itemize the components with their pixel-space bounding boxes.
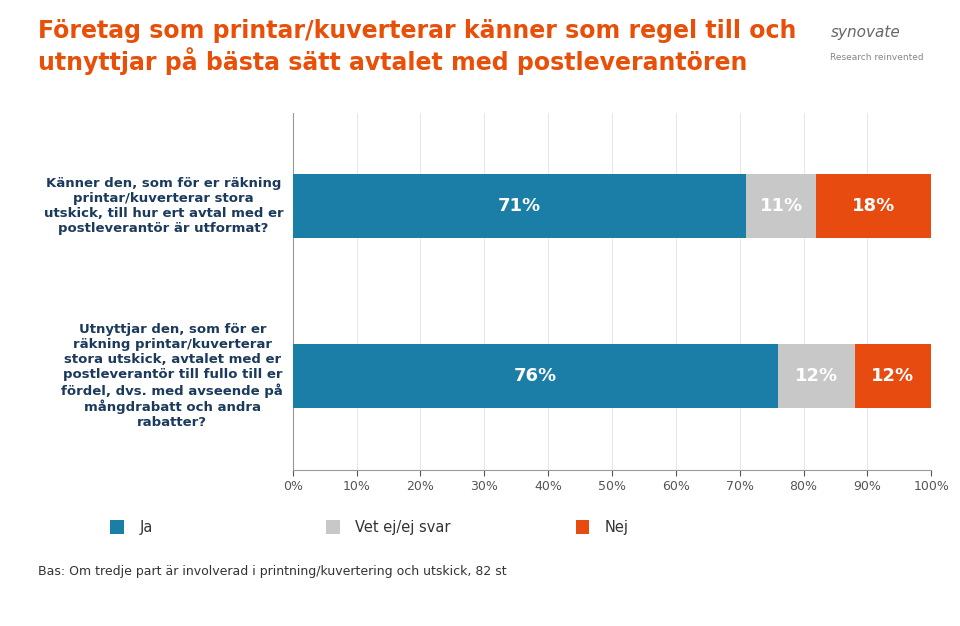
Text: Vet ej/ej svar: Vet ej/ej svar bbox=[355, 520, 450, 535]
Text: 12%: 12% bbox=[872, 367, 915, 385]
Bar bbox=[778, 344, 854, 408]
Bar bbox=[854, 344, 931, 408]
Text: Bas: Om tredje part är involverad i printning/kuvertering och utskick, 82 st: Bas: Om tredje part är involverad i prin… bbox=[38, 565, 507, 578]
Text: © Synovate 2008: © Synovate 2008 bbox=[19, 606, 111, 616]
Text: synovate: synovate bbox=[830, 25, 900, 40]
Text: Nej: Nej bbox=[605, 520, 629, 535]
Bar bbox=[816, 174, 931, 239]
Text: Ja: Ja bbox=[139, 520, 153, 535]
Text: 76%: 76% bbox=[514, 367, 557, 385]
Text: 12%: 12% bbox=[795, 367, 838, 385]
Text: 18%: 18% bbox=[852, 197, 896, 215]
Text: 11%: 11% bbox=[759, 197, 803, 215]
Bar bbox=[293, 344, 778, 408]
Text: 15: 15 bbox=[915, 603, 936, 618]
Bar bbox=[746, 174, 816, 239]
Text: Företag som printar/kuverterar känner som regel till och
utnyttjar på bästa sätt: Företag som printar/kuverterar känner so… bbox=[38, 19, 797, 75]
Text: Känner den, som för er räkning
printar/kuverterar stora
utskick, till hur ert av: Känner den, som för er räkning printar/k… bbox=[43, 177, 283, 235]
Bar bbox=[293, 174, 746, 239]
Text: Research reinvented: Research reinvented bbox=[830, 53, 924, 62]
Text: 71%: 71% bbox=[498, 197, 541, 215]
Text: Utnyttjar den, som för er
räkning printar/kuverterar
stora utskick, avtalet med : Utnyttjar den, som för er räkning printa… bbox=[61, 322, 283, 429]
